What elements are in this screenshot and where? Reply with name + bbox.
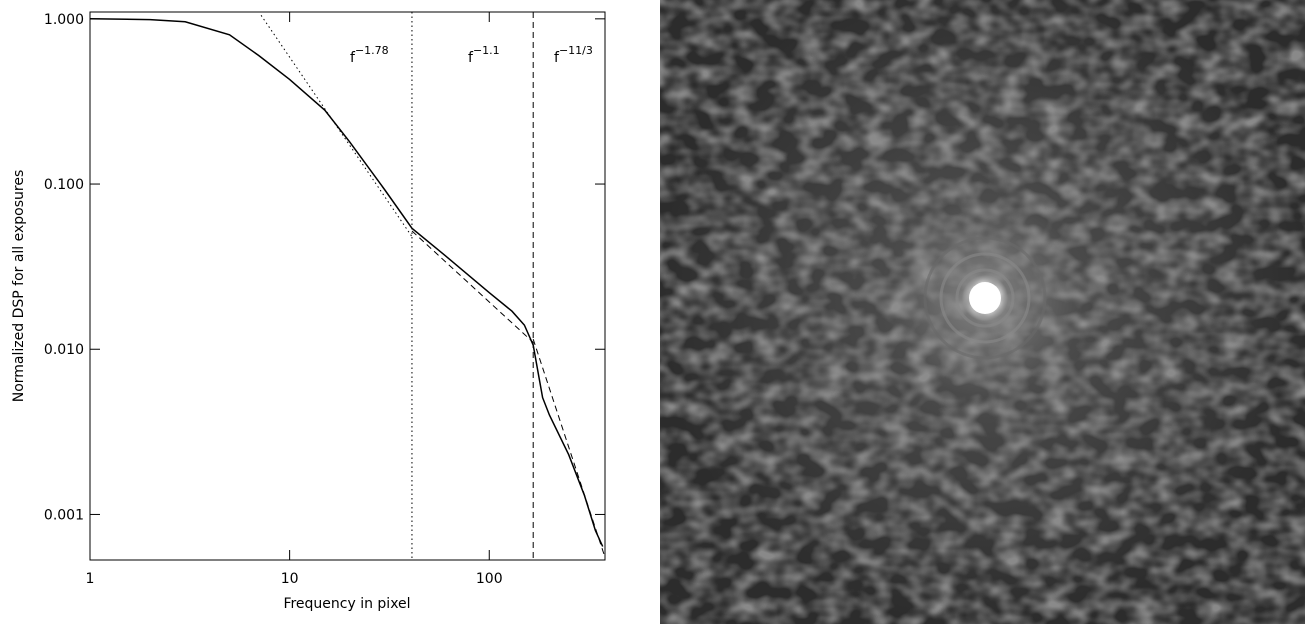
x-tick-label: 1 xyxy=(86,571,95,587)
y-axis-label: Normalized DSP for all exposures xyxy=(11,170,27,403)
annotation: f−1.1 xyxy=(468,44,500,66)
data-line xyxy=(411,230,534,343)
x-tick-label: 100 xyxy=(476,571,503,587)
annotation-base: f xyxy=(468,50,474,66)
y-tick-label: 0.010 xyxy=(44,342,84,358)
y-tick-label: 1.000 xyxy=(44,12,84,28)
y-tick-label: 0.001 xyxy=(44,507,84,523)
annotation-base: f xyxy=(350,50,356,66)
plot-frame xyxy=(89,11,606,561)
annotation: f−1.78 xyxy=(350,44,389,66)
data-line xyxy=(89,18,604,547)
annotation-exponent: −1.1 xyxy=(473,44,500,57)
x-axis-label: Frequency in pixel xyxy=(283,596,410,612)
x-tick-label: 10 xyxy=(281,571,299,587)
annotation: f−11/3 xyxy=(554,44,593,66)
annotation-exponent: −11/3 xyxy=(559,44,593,57)
speckle-image xyxy=(660,0,1305,624)
annotation-exponent: −1.78 xyxy=(355,44,389,57)
y-tick-label: 0.100 xyxy=(44,177,84,193)
annotation-base: f xyxy=(554,50,560,66)
data-line xyxy=(532,339,606,558)
